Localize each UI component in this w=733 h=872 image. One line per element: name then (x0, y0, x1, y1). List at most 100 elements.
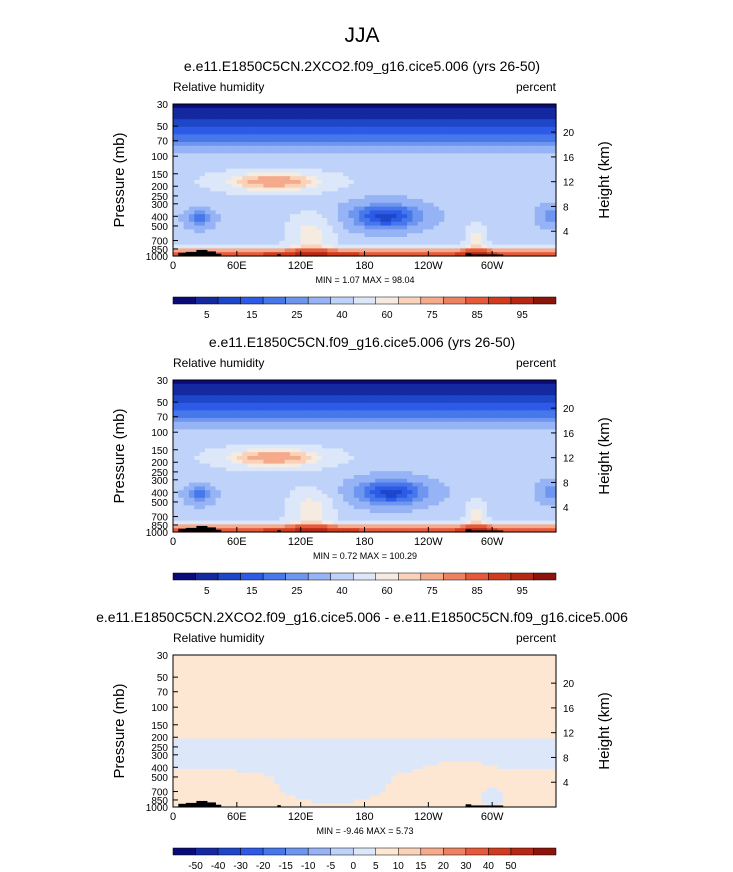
contour-cell (529, 402, 536, 408)
contour-cell (316, 191, 323, 196)
contour-cell (359, 149, 366, 154)
contour-cell (545, 402, 552, 408)
contour-cell (316, 444, 323, 449)
contour-cell (438, 421, 445, 427)
contour-cell (492, 104, 499, 109)
contour-cell (428, 452, 435, 457)
contour-cell (417, 126, 424, 132)
contour-cell (529, 218, 536, 223)
contour-cell (401, 104, 408, 109)
contour-cell (444, 471, 451, 476)
contour-cell (188, 183, 195, 189)
contour-cell (295, 134, 302, 139)
contour-cell (470, 252, 477, 257)
contour-cell (311, 176, 318, 181)
contour-cell (518, 126, 525, 132)
contour-cell (481, 142, 488, 147)
contour-cell (502, 391, 509, 396)
contour-cell (348, 119, 355, 124)
contour-cell (183, 425, 190, 430)
contour-cell (465, 237, 472, 242)
contour-cell (465, 229, 472, 234)
contour-cell (188, 482, 195, 487)
contour-cell (513, 252, 520, 257)
contour-cell (476, 478, 483, 484)
contour-cell (247, 421, 254, 427)
contour-cell (236, 145, 243, 151)
contour-cell (492, 395, 499, 400)
contour-cell (353, 210, 360, 215)
contour-cell (252, 402, 259, 408)
contour-cell (178, 149, 185, 154)
contour-cell (518, 164, 525, 170)
contour-cell (337, 161, 344, 166)
contour-cell (545, 187, 552, 192)
contour-cell (412, 138, 419, 143)
contour-cell (364, 440, 371, 446)
contour-cell (210, 221, 217, 227)
contour-cell (359, 138, 366, 143)
contour-cell (369, 138, 376, 143)
contour-cell (215, 248, 222, 253)
contour-cell (183, 153, 190, 158)
contour-cell (391, 395, 398, 400)
contour-cell (215, 123, 222, 128)
contour-cell (353, 240, 360, 246)
contour-cell (433, 237, 440, 242)
contour-cell (460, 149, 467, 154)
contour-cell (407, 402, 413, 408)
contour-cell (412, 164, 419, 170)
contour-cell (540, 187, 546, 192)
contour-cell (407, 134, 413, 139)
contour-cell (396, 399, 403, 404)
contour-cell (258, 433, 265, 438)
contour-cell (438, 418, 445, 423)
contour-cell (438, 456, 445, 461)
contour-cell (444, 448, 451, 453)
contour-cell (391, 456, 398, 461)
contour-cell (231, 111, 238, 116)
contour-cell (545, 195, 552, 200)
contour-cell (407, 380, 413, 385)
contour-cell (380, 191, 387, 196)
contour-cell (353, 414, 360, 419)
contour-cell (353, 107, 360, 113)
contour-cell (279, 463, 286, 468)
contour-cell (359, 399, 366, 404)
contour-cell (540, 252, 546, 257)
contour-cell (529, 418, 536, 423)
contour-cell (258, 191, 265, 196)
contour-cell (236, 195, 243, 200)
contour-cell (183, 168, 190, 173)
contour-cell (183, 138, 190, 143)
contour-cell (540, 157, 546, 162)
contour-cell (327, 199, 334, 204)
contour-cell (348, 104, 355, 109)
contour-cell (417, 410, 424, 415)
contour-cell (343, 395, 350, 400)
contour-cell (343, 252, 350, 257)
contour-cell (481, 111, 488, 116)
contour-cell (438, 145, 445, 151)
contour-cell (492, 115, 499, 120)
contour-cell (438, 149, 445, 154)
contour-cell (401, 172, 408, 177)
contour-cell (348, 202, 355, 208)
contour-cell (385, 391, 392, 396)
contour-cell (295, 111, 302, 116)
contour-cell (481, 153, 488, 158)
contour-cell (391, 244, 398, 249)
contour-cell (173, 475, 179, 480)
contour-cell (407, 452, 413, 457)
contour-cell (380, 478, 387, 484)
contour-cell (396, 410, 403, 415)
contour-cell (545, 164, 552, 170)
contour-cell (492, 164, 499, 170)
contour-cell (486, 104, 493, 109)
contour-cell (438, 452, 445, 457)
contour-cell (476, 115, 483, 120)
contour-cell (423, 418, 429, 423)
contour-cell (465, 406, 472, 411)
contour-cell (236, 221, 243, 227)
contour-cell (460, 437, 467, 442)
